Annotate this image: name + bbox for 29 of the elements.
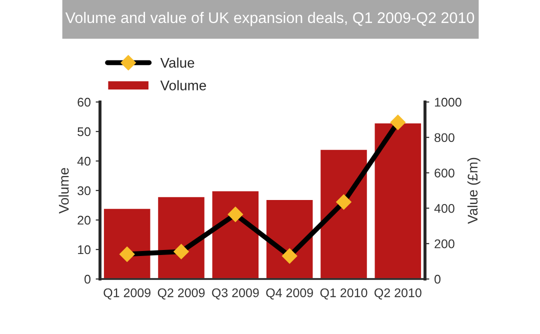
y2-axis-title: Value (£m) [467,158,480,224]
y-tick-label: 40 [77,156,90,166]
x-tick-label: Q2 2009 [158,288,205,300]
bar [210,190,260,279]
bar [319,148,368,279]
y2-tick-label: 800 [434,133,454,142]
chart-title: Volume and value of UK expansion deals, Q1 2009-Q2 2010 [65,12,474,26]
x-tick-label: Q1 2010 [320,288,368,300]
y2-tick-label: 0 [434,274,440,284]
y-tick-label: 50 [78,127,90,136]
legend-label: Value [160,58,194,68]
x-tick-label: Q1 2009 [104,288,150,300]
x-tick-label: Q4 2009 [266,288,313,300]
y2-tick-label: 200 [434,239,454,248]
y2-tick-label: 1000 [434,98,462,107]
y2-tick-label: 600 [434,168,454,178]
bar [156,196,206,279]
y-tick-label: 0 [84,274,90,284]
x-tick-label: Q3 2009 [212,288,259,300]
bar [102,208,152,279]
bar [373,122,422,279]
legend-label: Volume [160,80,206,90]
y-axis-title: Volume [58,168,69,214]
x-tick-label: Q2 2010 [374,288,422,300]
y2-tick-label: 400 [434,204,454,213]
y-tick-label: 20 [78,216,90,225]
y-tick-label: 60 [78,98,90,107]
y-tick-label: 10 [78,245,90,254]
y-tick-label: 30 [78,186,90,196]
